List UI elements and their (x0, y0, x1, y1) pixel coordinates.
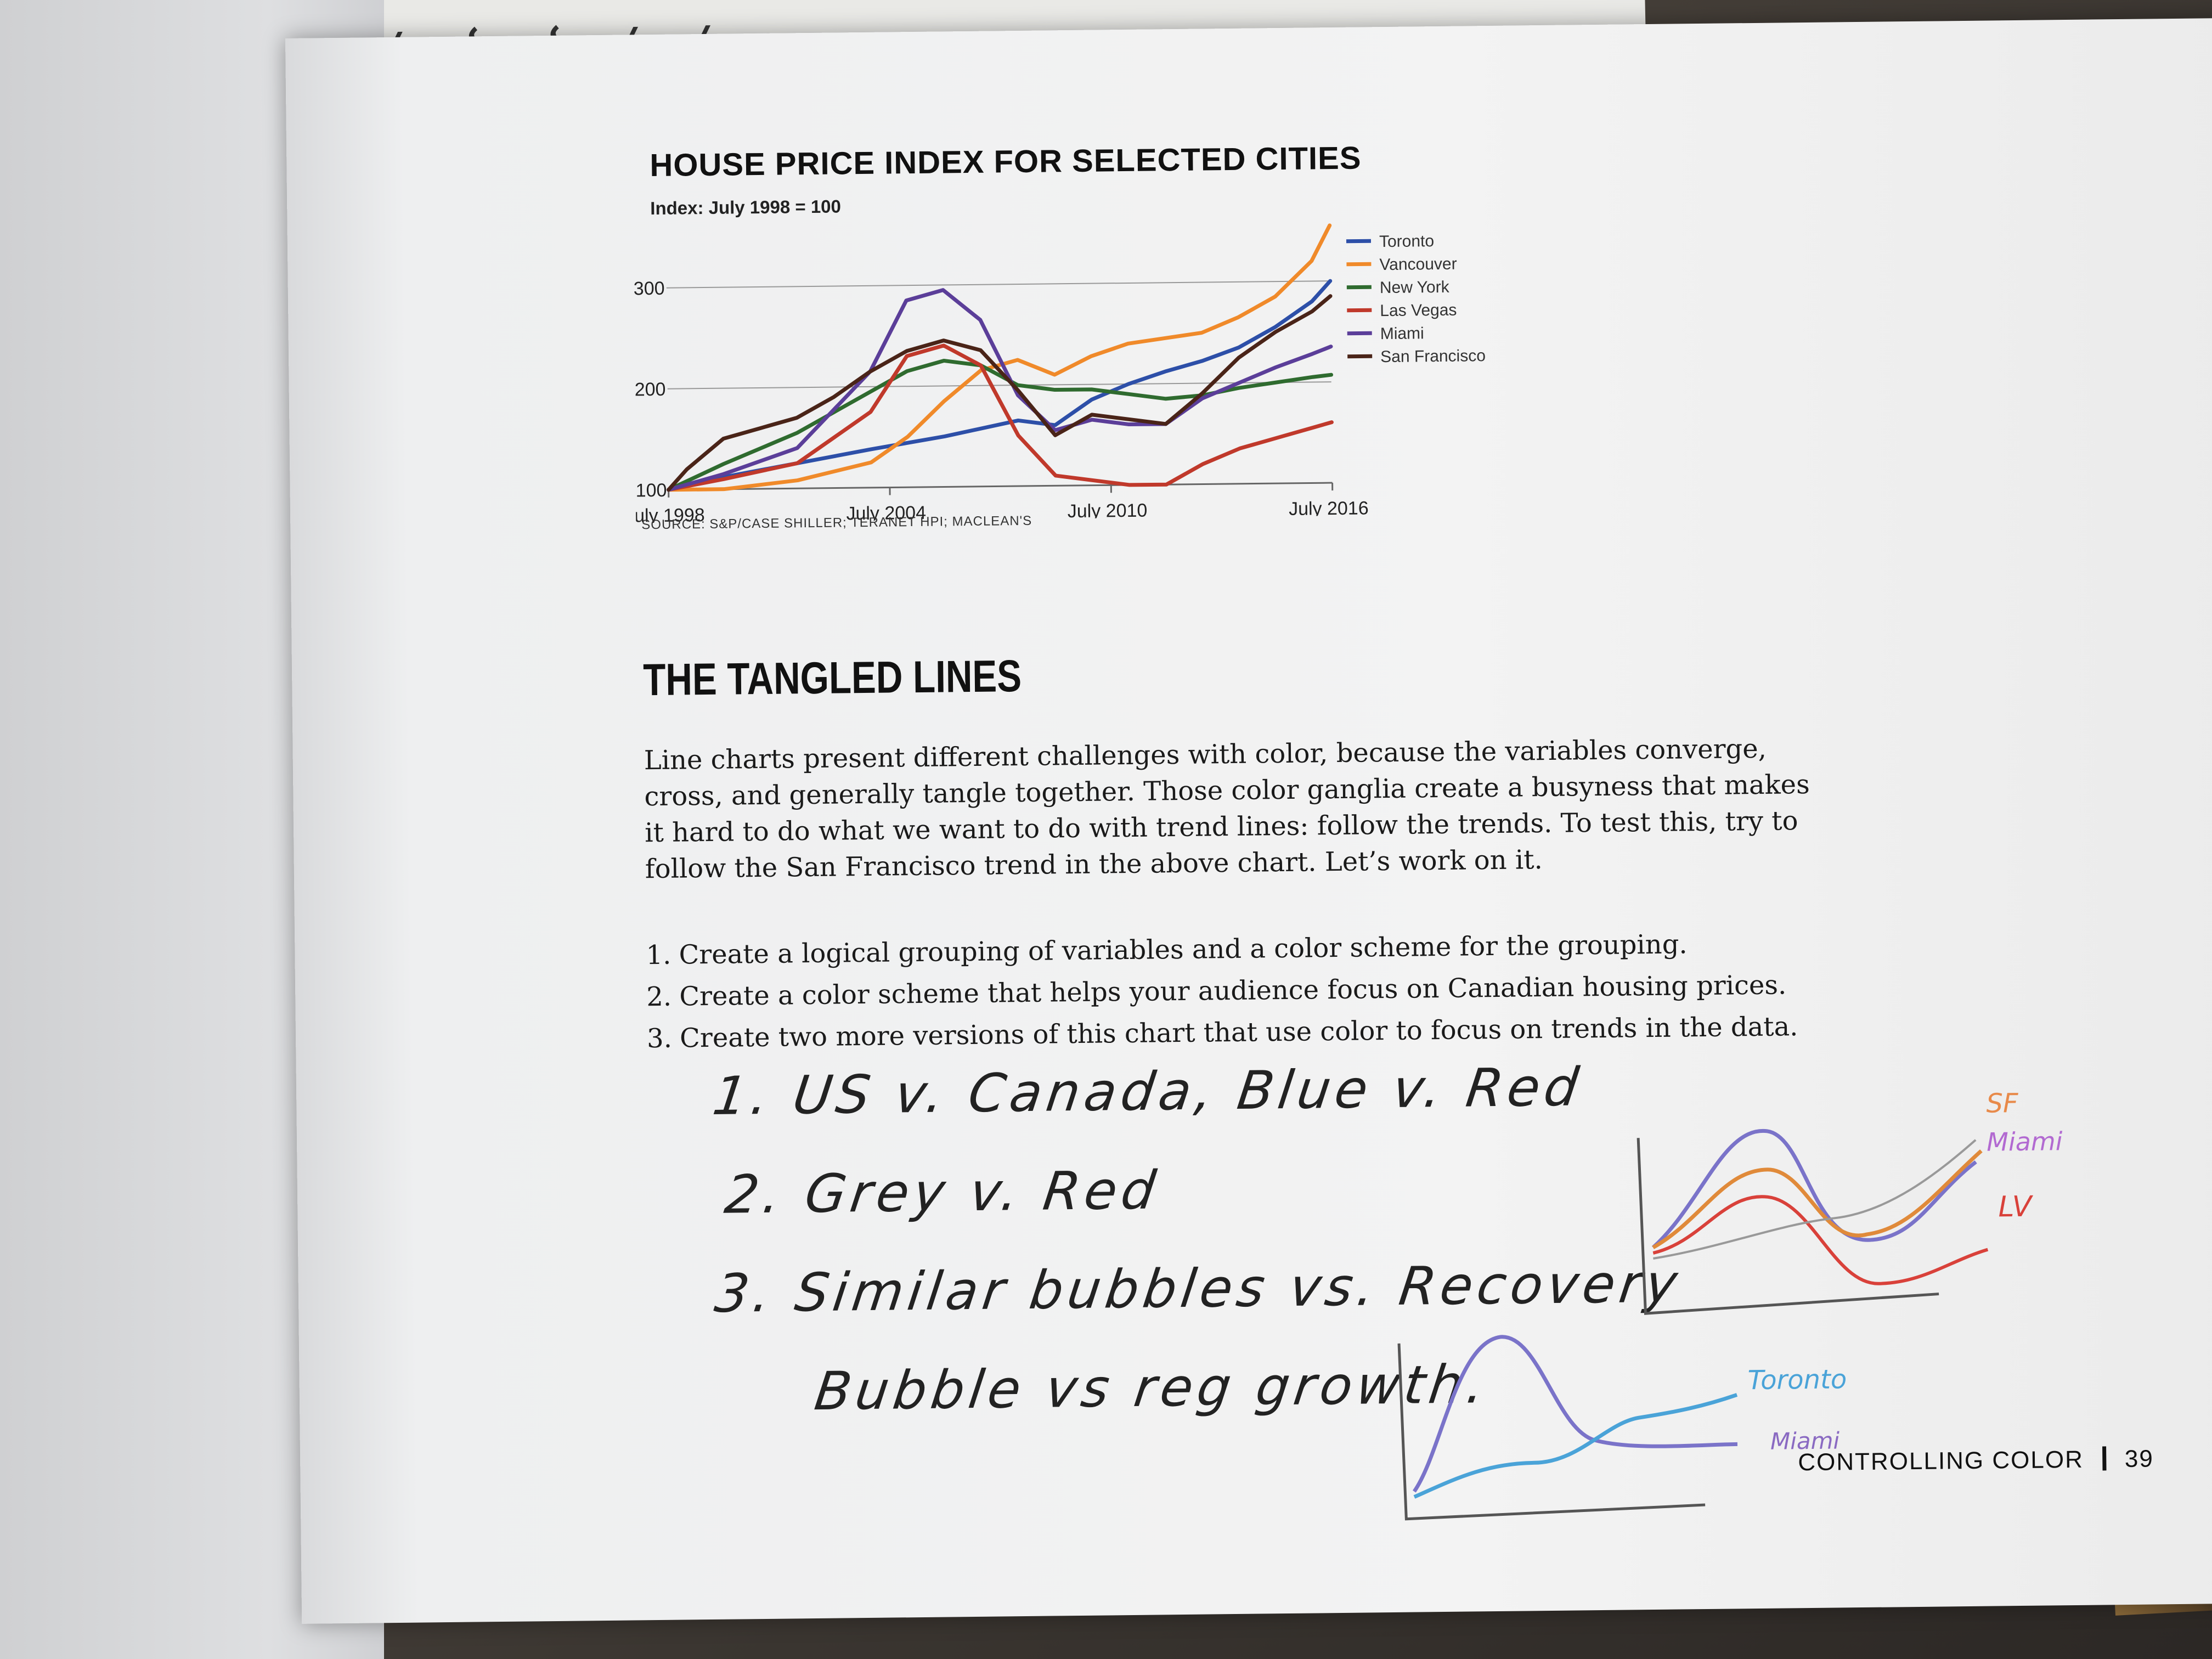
y-tick-label: 200 (635, 379, 666, 400)
y-tick-label: 300 (634, 278, 665, 300)
y-tick-label: 100 (635, 480, 667, 501)
series-line-new-york (667, 358, 1334, 492)
legend-label: Miami (1380, 324, 1424, 343)
series-line-vancouver (667, 223, 1332, 492)
legend-label: Vancouver (1379, 255, 1457, 274)
series-line-san-francisco (667, 294, 1333, 492)
series-line-toronto (667, 279, 1333, 492)
series-line-miami (667, 288, 1333, 492)
sketch-line-miami-bottom (1412, 1335, 1738, 1493)
series-line-las-vegas (667, 343, 1334, 492)
gridline (666, 280, 1330, 289)
legend-label: Las Vegas (1380, 301, 1457, 320)
sketch-line-miami (1651, 1129, 1977, 1249)
sketch-label-lv: LV (1998, 1190, 2034, 1224)
gridline (667, 381, 1331, 390)
legend-label: New York (1380, 278, 1450, 297)
legend-label: San Francisco (1380, 347, 1486, 366)
hand-drawn-sketches: SF Miami LV Toronto Miami (1397, 1088, 2063, 1521)
book-page: HOUSE PRICE INDEX FOR SELECTED CITIES In… (285, 18, 2212, 1624)
sketch-label-sf: SF (1986, 1088, 2019, 1119)
legend-label: Toronto (1379, 232, 1434, 251)
sketch-line-sf (1652, 1149, 1983, 1250)
page-number: 39 (2124, 1445, 2154, 1473)
footer-divider (2102, 1446, 2107, 1471)
sketch-line-toronto (1413, 1393, 1738, 1499)
x-tick-label: July 1998 (633, 505, 704, 523)
sketch-axis-bottom (1397, 1343, 1706, 1521)
footer-section-name: CONTROLLING COLOR (1798, 1446, 2084, 1476)
page-footer: CONTROLLING COLOR 39 (1798, 1445, 2154, 1476)
sketch-line-grey (1653, 1139, 1977, 1260)
x-tick-label: July 2004 (846, 503, 926, 523)
x-axis-line (668, 482, 1333, 491)
sketch-label-miami-top: Miami (1987, 1126, 2063, 1156)
sketch-label-miami-bottom: Miami (1770, 1427, 1840, 1454)
sketch-label-toronto: Toronto (1747, 1364, 1847, 1396)
sketch-axis-top (1637, 1138, 1939, 1315)
sketch-line-lv (1652, 1195, 1989, 1285)
